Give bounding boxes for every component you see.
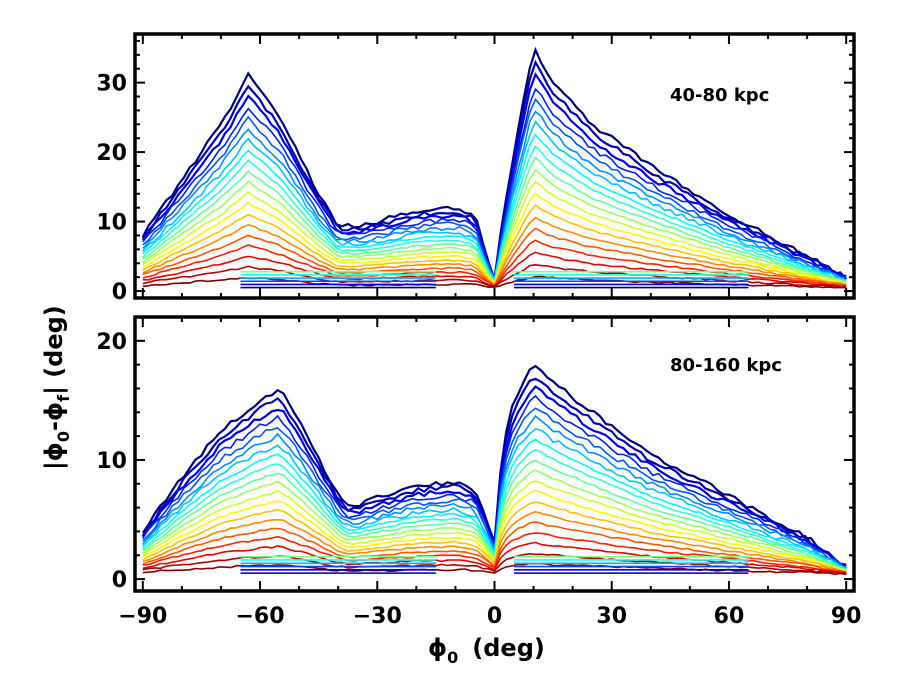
y-tick-label: 10 — [96, 449, 127, 474]
panel-top-label: 40-80 kpc — [670, 85, 769, 106]
y-tick-label: 0 — [112, 568, 127, 593]
x-tick-label: 60 — [714, 604, 745, 629]
x-tick-label: 0 — [487, 604, 502, 629]
y-tick-label: 30 — [96, 72, 127, 97]
contour-level-16 — [142, 532, 847, 574]
y-tick-label: 20 — [96, 141, 127, 166]
contour-lines-bottom — [141, 364, 847, 576]
contour-lines-top — [141, 46, 848, 289]
contour-level-11 — [142, 180, 847, 285]
x-tick-label: −90 — [118, 604, 167, 629]
y-tick-label: 20 — [96, 330, 127, 355]
panel-top: 0 10 20 30 40-80 kpc — [96, 32, 856, 305]
y-tick-label: 10 — [96, 211, 127, 236]
x-tick-label: −30 — [353, 604, 402, 629]
x-tick-label: 90 — [831, 604, 862, 629]
y-axis-label: |ϕ0-ϕf| (deg) — [40, 305, 73, 470]
x-tick-label: −60 — [236, 604, 285, 629]
panel-bottom-label: 80-160 kpc — [670, 355, 782, 376]
y-tick-label: 0 — [112, 280, 127, 305]
contour-level-9 — [142, 459, 847, 571]
contour-level-7 — [142, 133, 847, 284]
panel-bottom: −90 −60 −30 0 30 60 90 0 10 20 80-160 kpc — [96, 315, 861, 629]
x-tick-label: 30 — [596, 604, 627, 629]
ticks-bottom: −90 −60 −30 0 30 60 90 0 10 20 — [96, 317, 861, 629]
x-axis-label: ϕ0 (deg) — [428, 634, 545, 667]
ticks-top: 0 10 20 30 — [96, 34, 854, 305]
